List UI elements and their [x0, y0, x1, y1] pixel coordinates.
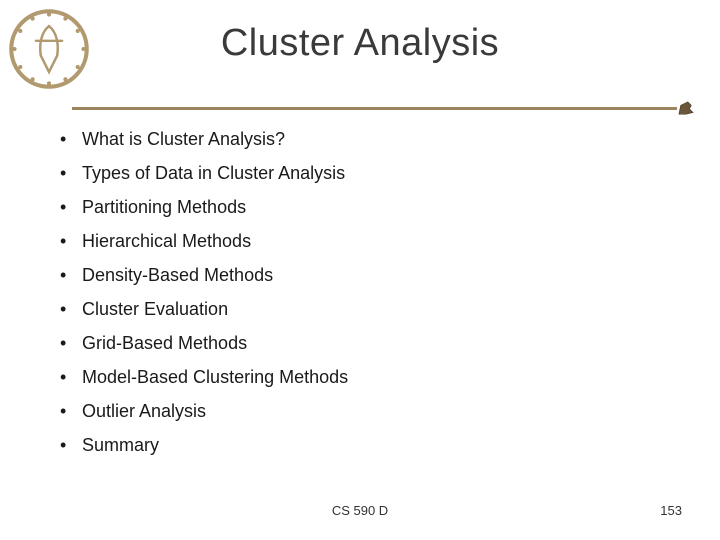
- list-item: • Types of Data in Cluster Analysis: [60, 162, 660, 184]
- list-item: • Summary: [60, 434, 660, 456]
- list-item: • Hierarchical Methods: [60, 230, 660, 252]
- bullet-dot-icon: •: [60, 128, 82, 150]
- bullet-dot-icon: •: [60, 400, 82, 422]
- bullet-text: Cluster Evaluation: [82, 298, 228, 320]
- bullet-text: Model-Based Clustering Methods: [82, 366, 348, 388]
- bullet-dot-icon: •: [60, 264, 82, 286]
- bullet-text: What is Cluster Analysis?: [82, 128, 285, 150]
- bullet-text: Density-Based Methods: [82, 264, 273, 286]
- bullet-text: Outlier Analysis: [82, 400, 206, 422]
- footer-page-number: 153: [660, 503, 682, 518]
- slide-title: Cluster Analysis: [0, 22, 720, 65]
- list-item: • Outlier Analysis: [60, 400, 660, 422]
- title-divider: [72, 100, 695, 116]
- bullet-dot-icon: •: [60, 434, 82, 456]
- bullet-dot-icon: •: [60, 196, 82, 218]
- bullet-dot-icon: •: [60, 162, 82, 184]
- divider-line: [72, 107, 677, 110]
- list-item: • Model-Based Clustering Methods: [60, 366, 660, 388]
- footer-course-code: CS 590 D: [0, 503, 720, 518]
- bullet-text: Types of Data in Cluster Analysis: [82, 162, 345, 184]
- bullet-text: Hierarchical Methods: [82, 230, 251, 252]
- bullet-dot-icon: •: [60, 332, 82, 354]
- list-item: • What is Cluster Analysis?: [60, 128, 660, 150]
- bullet-text: Summary: [82, 434, 159, 456]
- list-item: • Grid-Based Methods: [60, 332, 660, 354]
- bullet-text: Grid-Based Methods: [82, 332, 247, 354]
- bullet-dot-icon: •: [60, 366, 82, 388]
- bullet-list: • What is Cluster Analysis? • Types of D…: [60, 128, 660, 468]
- list-item: • Density-Based Methods: [60, 264, 660, 286]
- bullet-dot-icon: •: [60, 230, 82, 252]
- list-item: • Cluster Evaluation: [60, 298, 660, 320]
- griffin-icon: [677, 100, 695, 116]
- list-item: • Partitioning Methods: [60, 196, 660, 218]
- bullet-dot-icon: •: [60, 298, 82, 320]
- bullet-text: Partitioning Methods: [82, 196, 246, 218]
